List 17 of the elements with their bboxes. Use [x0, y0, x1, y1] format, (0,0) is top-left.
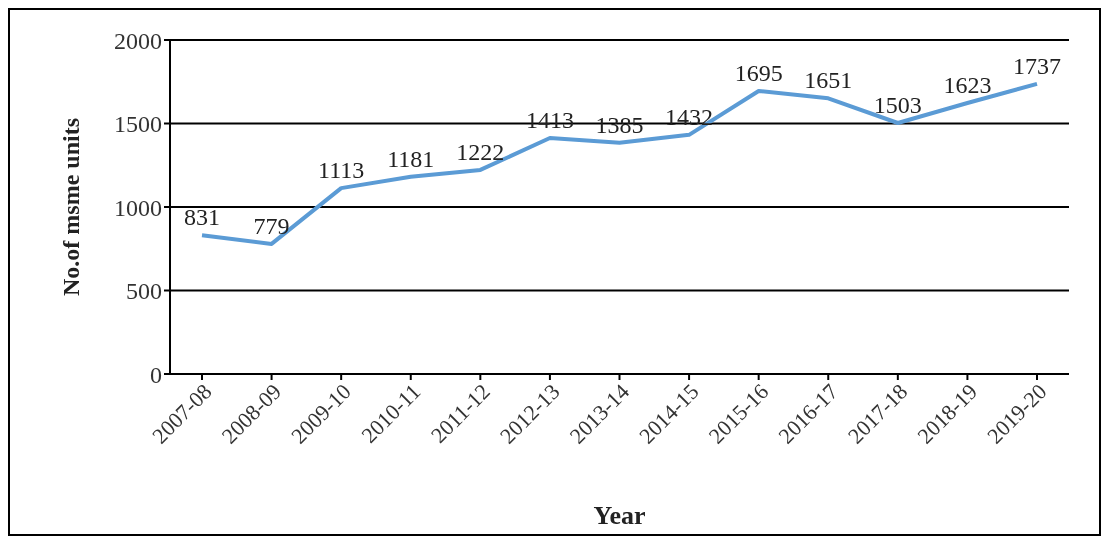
y-axis-title: No.of msme units	[57, 118, 84, 296]
data-label: 1503	[873, 92, 922, 118]
data-label: 1695	[734, 59, 783, 86]
data-label: 1181	[387, 145, 435, 172]
data-label: 831	[184, 204, 220, 231]
data-label: 1113	[318, 157, 365, 184]
y-tick-label: 500	[126, 278, 162, 305]
y-tick-label: 1000	[114, 194, 162, 221]
data-label: 1222	[456, 138, 505, 165]
data-label: 1737	[1013, 52, 1061, 79]
y-tick-label: 0	[150, 361, 162, 388]
data-label: 1623	[943, 71, 992, 98]
data-label: 779	[253, 212, 290, 239]
x-axis-title: Year	[593, 501, 646, 530]
data-label: 1651	[804, 67, 853, 94]
y-tick-label: 1500	[114, 111, 162, 138]
y-tick-label: 2000	[114, 27, 162, 54]
